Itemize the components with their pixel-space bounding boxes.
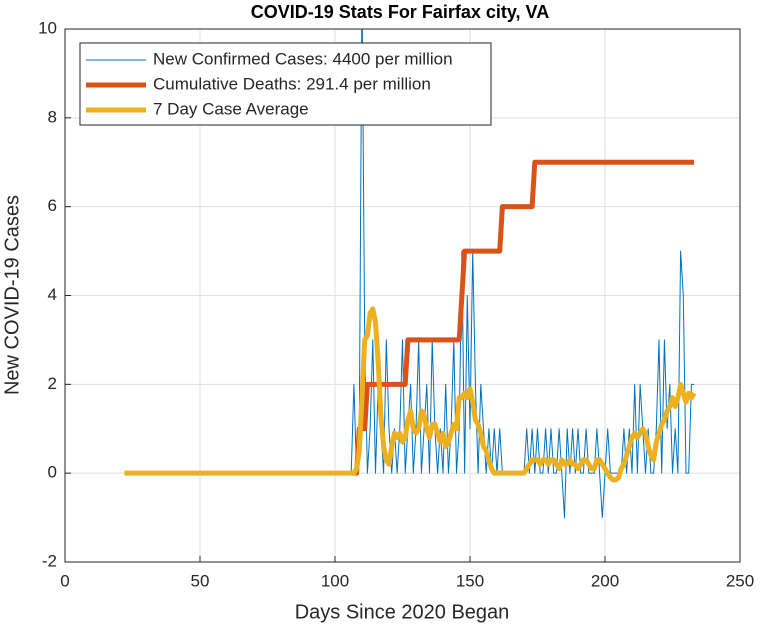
legend-label: 7 Day Case Average bbox=[153, 99, 309, 118]
y-tick-label: -2 bbox=[42, 551, 57, 570]
x-tick-label: 150 bbox=[456, 571, 484, 590]
y-tick-label: 4 bbox=[48, 285, 57, 304]
legend-label: New Confirmed Cases: 4400 per million bbox=[153, 49, 453, 68]
chart-title: COVID-19 Stats For Fairfax city, VA bbox=[251, 2, 549, 22]
y-tick-label: 2 bbox=[48, 374, 57, 393]
y-tick-label: 10 bbox=[38, 18, 57, 37]
x-tick-label: 250 bbox=[726, 571, 754, 590]
legend: New Confirmed Cases: 4400 per million Cum… bbox=[79, 42, 492, 126]
x-tick-label: 0 bbox=[60, 571, 69, 590]
y-tick-label: 6 bbox=[48, 196, 57, 215]
x-tick-label: 50 bbox=[191, 571, 210, 590]
legend-label: Cumulative Deaths: 291.4 per million bbox=[153, 74, 431, 93]
lines bbox=[124, 29, 697, 519]
y-axis-label: New COVID-19 Cases bbox=[1, 195, 23, 395]
y-tick-label: 0 bbox=[48, 463, 57, 482]
series-line bbox=[124, 306, 697, 483]
x-tick-label: 100 bbox=[321, 571, 349, 590]
y-tick-label: 8 bbox=[48, 107, 57, 126]
legend-box bbox=[79, 42, 492, 126]
x-tick-label: 200 bbox=[591, 571, 619, 590]
x-axis-label: Days Since 2020 Began bbox=[295, 601, 510, 623]
series-line bbox=[351, 159, 695, 476]
